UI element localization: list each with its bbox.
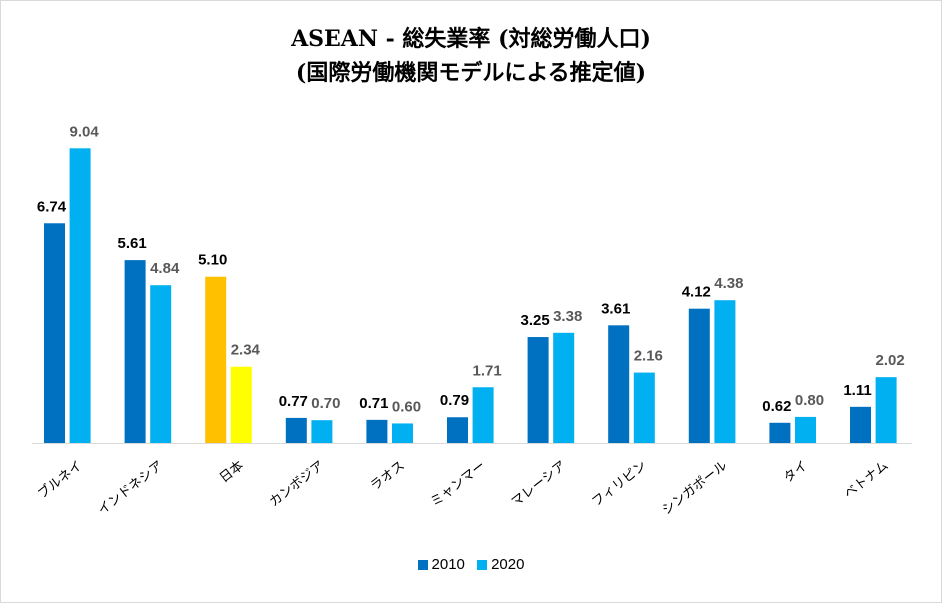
bar-2010-cat-4 bbox=[366, 419, 388, 443]
bar-2010-cat-10 bbox=[850, 406, 871, 443]
chart-title-line1: ASEAN - 総失業率 (対総労働人口) bbox=[291, 26, 651, 52]
data-label-2020-cat-1: 4.84 bbox=[150, 260, 180, 277]
data-label-2010-cat-6: 3.25 bbox=[520, 312, 549, 329]
data-label-2020-cat-2: 2.34 bbox=[231, 342, 261, 359]
data-label-2020-cat-9: 0.80 bbox=[795, 392, 824, 409]
chart-title: ASEAN - 総失業率 (対総労働人口) (国際労働機関モデルによる推定値) bbox=[0, 22, 942, 90]
bar-2010-cat-5 bbox=[447, 417, 468, 443]
category-label-cat-5: ミャンマー bbox=[428, 458, 488, 510]
data-label-2020-cat-6: 3.38 bbox=[553, 308, 582, 325]
data-label-2020-cat-8: 4.38 bbox=[714, 275, 743, 292]
bar-2010-cat-2 bbox=[205, 276, 227, 443]
legend: 2010 2020 bbox=[0, 556, 942, 574]
bar-2020-cat-3 bbox=[311, 420, 333, 443]
data-label-2010-cat-1: 5.61 bbox=[117, 235, 146, 252]
category-label-cat-4: ラオス bbox=[368, 458, 408, 494]
data-label-2010-cat-0: 6.74 bbox=[37, 198, 67, 215]
data-label-2010-cat-9: 0.62 bbox=[762, 398, 791, 415]
bar-2010-cat-9 bbox=[769, 422, 791, 443]
data-label-2020-cat-0: 9.04 bbox=[69, 123, 99, 140]
data-label-2010-cat-5: 0.79 bbox=[440, 392, 469, 409]
legend-item-2010: 2010 bbox=[417, 556, 465, 573]
bar-2020-cat-7 bbox=[633, 372, 655, 443]
bar-2010-cat-8 bbox=[688, 308, 710, 443]
bar-2020-cat-6 bbox=[553, 332, 575, 443]
bar-2020-cat-10 bbox=[875, 377, 897, 443]
bar-2020-cat-4 bbox=[392, 423, 413, 443]
data-label-2020-cat-4: 0.60 bbox=[392, 398, 421, 415]
category-label-cat-8: シンガポール bbox=[660, 458, 731, 518]
category-label-cat-2: 日本 bbox=[217, 458, 247, 486]
data-label-2010-cat-2: 5.10 bbox=[198, 252, 227, 269]
category-label-cat-0: ブルネイ bbox=[35, 458, 86, 503]
data-label-2020-cat-5: 1.71 bbox=[472, 362, 501, 379]
data-label-2020-cat-10: 2.02 bbox=[875, 352, 904, 369]
bar-2010-cat-1 bbox=[124, 260, 146, 443]
category-label-cat-10: ベトナム bbox=[842, 458, 892, 502]
data-label-2010-cat-8: 4.12 bbox=[682, 284, 711, 301]
legend-item-2020: 2020 bbox=[477, 556, 524, 573]
data-label-2010-cat-10: 1.11 bbox=[843, 382, 871, 399]
data-label-2010-cat-3: 0.77 bbox=[279, 393, 308, 410]
category-label-cat-9: タイ bbox=[781, 458, 811, 486]
legend-label-2020: 2020 bbox=[491, 556, 525, 573]
bar-2010-cat-7 bbox=[608, 325, 630, 443]
bar-2020-cat-0 bbox=[69, 148, 91, 443]
bar-2010-cat-6 bbox=[527, 337, 549, 443]
bar-2020-cat-5 bbox=[472, 387, 494, 443]
bar-2010-cat-0 bbox=[44, 223, 65, 443]
data-label-2020-cat-7: 2.16 bbox=[634, 348, 663, 365]
bar-2020-cat-9 bbox=[795, 416, 816, 443]
category-label-cat-3: カンボジア bbox=[267, 458, 327, 510]
bar-2020-cat-2 bbox=[230, 366, 252, 443]
legend-swatch-2020 bbox=[477, 559, 488, 570]
bar-2010-cat-3 bbox=[285, 417, 307, 443]
category-label-cat-6: マレーシア bbox=[509, 458, 569, 510]
bar-2020-cat-1 bbox=[150, 285, 172, 443]
category-label-cat-7: フィリピン bbox=[589, 458, 649, 510]
data-label-2010-cat-4: 0.71 bbox=[359, 395, 388, 412]
chart-title-line2: (国際労働機関モデルによる推定値) bbox=[295, 60, 647, 86]
data-label-2020-cat-3: 0.70 bbox=[311, 395, 340, 412]
legend-label-2010: 2010 bbox=[431, 556, 465, 573]
category-label-cat-1: インドネシア bbox=[95, 458, 166, 518]
data-label-2010-cat-7: 3.61 bbox=[601, 300, 630, 317]
bar-2020-cat-8 bbox=[714, 300, 736, 443]
legend-swatch-2010 bbox=[417, 559, 428, 570]
